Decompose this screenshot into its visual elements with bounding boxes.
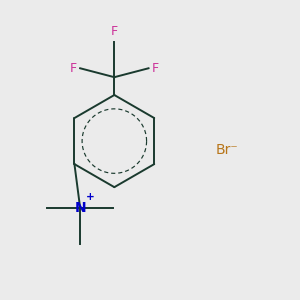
- Text: F: F: [152, 62, 159, 75]
- Text: F: F: [111, 25, 118, 38]
- Text: F: F: [70, 62, 76, 75]
- Text: N: N: [74, 201, 86, 215]
- Text: +: +: [85, 192, 94, 202]
- Text: Br⁻: Br⁻: [216, 143, 239, 157]
